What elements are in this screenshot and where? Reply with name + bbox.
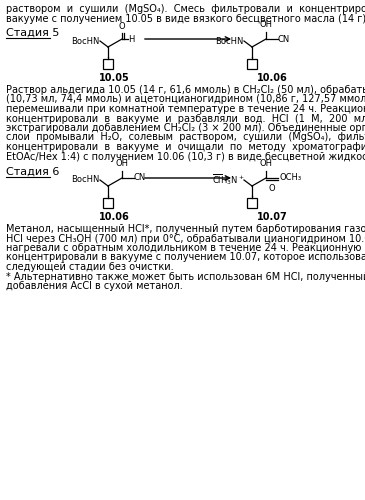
Text: CN: CN [278,34,290,43]
Text: Стадия 6: Стадия 6 [6,167,59,177]
Text: вакууме с получением 10.05 в виде вязкого бесцветного масла (14 г).: вакууме с получением 10.05 в виде вязког… [6,14,365,24]
Text: OH: OH [260,20,273,29]
Text: (10,73 мл, 74,4 ммоль) и ацетонцианогидрином (10,86 г, 127,57 ммоль) и: (10,73 мл, 74,4 ммоль) и ацетонцианогидр… [6,94,365,104]
Text: Стадия 5: Стадия 5 [6,28,59,38]
Text: BocHN: BocHN [216,36,244,46]
Text: добавления AcCl в сухой метанол.: добавления AcCl в сухой метанол. [6,281,183,291]
Text: OCH₃: OCH₃ [280,174,302,182]
Text: $\overline{\rm Cl}$H$_3$N$^+$: $\overline{\rm Cl}$H$_3$N$^+$ [212,172,244,188]
Bar [103,59,113,69]
Text: EtOAc/Hex 1:4) с получением 10.06 (10,3 г) в виде бесцветной жидкости.: EtOAc/Hex 1:4) с получением 10.06 (10,3 … [6,152,365,162]
Text: O: O [119,22,125,31]
Text: раствором  и  сушили  (MgSO₄).  Смесь  фильтровали  и  концентрировали  в: раствором и сушили (MgSO₄). Смесь фильтр… [6,4,365,14]
Text: H: H [128,34,134,43]
Text: BocHN: BocHN [72,176,100,184]
Text: концентрировали  в  вакууме  и  разбавляли  вод.  HCl  (1  М,  200  мл)  и: концентрировали в вакууме и разбавляли в… [6,114,365,124]
Text: Метанол, насыщенный HCl*, полученный путем барботирования газообразного: Метанол, насыщенный HCl*, полученный пут… [6,224,365,234]
Text: 10.06: 10.06 [257,73,287,83]
Text: BocHN: BocHN [72,36,100,46]
Text: следующей стадии без очистки.: следующей стадии без очистки. [6,262,174,272]
Bar [247,59,257,69]
Text: OH: OH [260,159,273,168]
Text: экстрагировали добавлением CH₂Cl₂ (3 × 200 мл). Объединенные органические: экстрагировали добавлением CH₂Cl₂ (3 × 2… [6,123,365,133]
Bar [247,198,257,208]
Bar [103,198,113,208]
Text: 10.06: 10.06 [99,212,129,222]
Text: концентрировали в вакууме с получением 10.07, которое использовали на: концентрировали в вакууме с получением 1… [6,252,365,262]
Text: 10.05: 10.05 [99,73,129,83]
Text: нагревали с обратным холодильником в течение 24 ч. Реакционную смесь: нагревали с обратным холодильником в теч… [6,243,365,253]
Text: O: O [269,184,275,193]
Text: Раствор альдегида 10.05 (14 г, 61,6 ммоль) в CH₂Cl₂ (50 мл), обрабатывали Et₃N: Раствор альдегида 10.05 (14 г, 61,6 ммол… [6,85,365,95]
Text: перемешивали при комнатной температуре в течение 24 ч. Реакционную смесь: перемешивали при комнатной температуре в… [6,104,365,114]
Text: CN: CN [134,174,146,182]
Text: слои  промывали  H₂O,  солевым  раствором,  сушили  (MgSO₄),  фильтровали,: слои промывали H₂O, солевым раствором, с… [6,132,365,142]
Text: HCl через CH₃OH (700 мл) при 0°C, обрабатывали цианогидрином 10.06 и: HCl через CH₃OH (700 мл) при 0°C, обраба… [6,234,365,243]
Text: OH: OH [115,159,128,168]
Text: * Альтернативно также может быть использован 6М HCl, полученный путем: * Альтернативно также может быть использ… [6,272,365,281]
Text: 10.07: 10.07 [257,212,287,222]
Text: концентрировали  в  вакууме  и  очищали  по  методу  хроматографии  (SiO₂,: концентрировали в вакууме и очищали по м… [6,142,365,152]
